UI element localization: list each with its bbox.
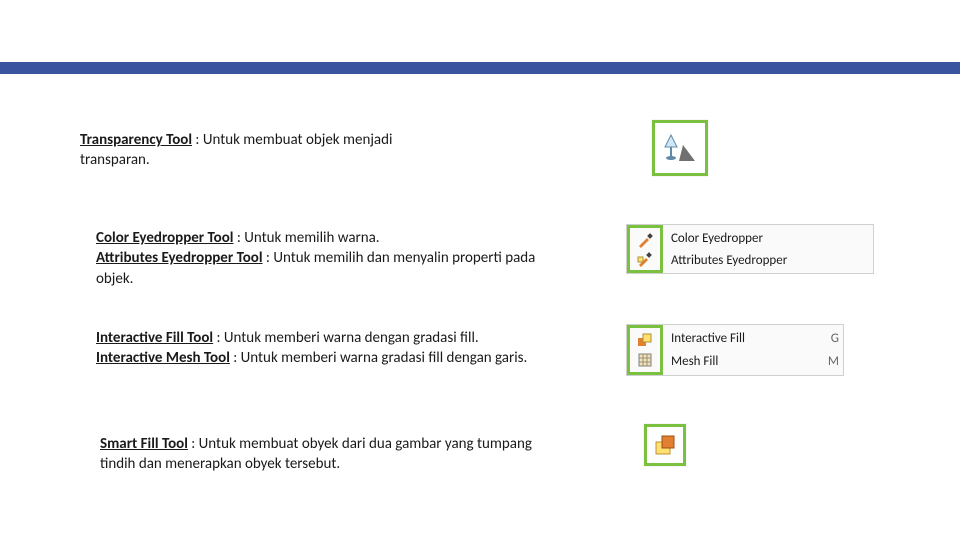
icon-transparency-box [652,120,708,176]
title-transparency: Transparency Tool [80,131,192,149]
title-attributes-eyedropper: Attributes Eyedropper Tool [96,249,263,267]
menu-fill-labels: Interactive Fill G Mesh Fill M [663,325,843,375]
entry-eyedropper: Color Eyedropper Tool : Untuk memilih wa… [96,228,536,289]
label-color-eyedropper: Color Eyedropper [671,231,763,246]
entry-transparency: Transparency Tool : Untuk membuat objek … [80,130,460,171]
interactive-fill-icon [637,332,653,348]
label-interactive-fill: Interactive Fill [671,331,745,346]
menu-eyedropper-iconcol [627,225,663,273]
menu-item-mesh-fill[interactable]: Mesh Fill M [671,354,839,369]
attributes-eyedropper-icon [637,251,653,267]
menu-eyedropper: Color Eyedropper Attributes Eyedropper [626,224,874,274]
shortcut-interactive-fill: G [831,331,839,346]
smart-fill-icon [652,432,678,458]
icon-smart-fill-box [644,424,686,466]
desc-color-eyedropper: : Untuk memilih warna. [233,229,379,247]
mesh-fill-icon [637,352,653,368]
transparency-icon [663,131,697,165]
entry-smart-fill: Smart Fill Tool : Untuk membuat obyek da… [100,434,560,475]
title-interactive-fill: Interactive Fill Tool [96,329,213,347]
menu-item-color-eyedropper[interactable]: Color Eyedropper [671,231,869,246]
label-attributes-eyedropper: Attributes Eyedropper [671,253,787,268]
title-smart-fill: Smart Fill Tool [100,435,188,453]
header-bar [0,62,960,74]
color-eyedropper-icon [637,232,653,248]
desc-interactive-fill: : Untuk memberi warna dengan gradasi fil… [213,329,479,347]
entry-fill: Interactive Fill Tool : Untuk memberi wa… [96,328,556,369]
title-interactive-mesh: Interactive Mesh Tool [96,349,230,367]
shortcut-mesh-fill: M [828,354,839,369]
label-mesh-fill: Mesh Fill [671,354,718,369]
title-color-eyedropper: Color Eyedropper Tool [96,229,233,247]
menu-item-attributes-eyedropper[interactable]: Attributes Eyedropper [671,253,869,268]
menu-item-interactive-fill[interactable]: Interactive Fill G [671,331,839,346]
menu-fill-iconcol [627,325,663,375]
menu-eyedropper-labels: Color Eyedropper Attributes Eyedropper [663,225,873,273]
menu-fill: Interactive Fill G Mesh Fill M [626,324,844,376]
desc-interactive-mesh: : Untuk memberi warna gradasi fill denga… [230,349,527,367]
